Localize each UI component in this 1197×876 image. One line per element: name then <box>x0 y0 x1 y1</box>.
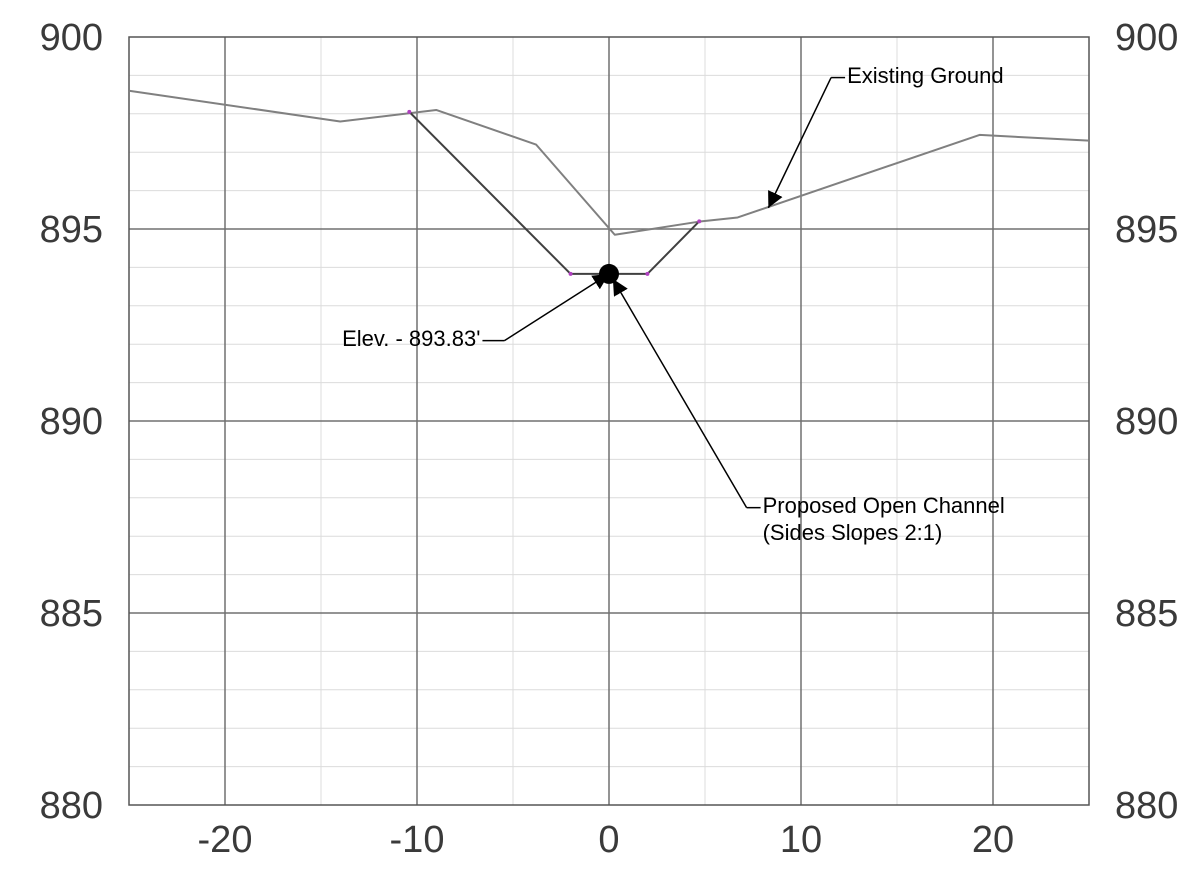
y-tick-label-right: 880 <box>1115 785 1178 827</box>
existing-ground-label: Existing Ground <box>847 63 1004 88</box>
y-tick-label-left: 895 <box>40 209 103 251</box>
y-tick-label-left: 885 <box>40 593 103 635</box>
annotations: Existing Ground Elev. - 893.83' Proposed O… <box>342 63 1005 545</box>
proposed-channel-vertex <box>697 219 702 224</box>
existing-ground-label-leader-arrow <box>767 77 832 209</box>
grid <box>128 36 1090 806</box>
y-tick-label-right: 890 <box>1115 401 1178 443</box>
existing-ground-line <box>128 89 1090 236</box>
proposed-channel-label: Proposed Open Channel (Sides Slopes 2:1) <box>763 493 1005 545</box>
plot-frame <box>128 36 1090 806</box>
tick-labels: -20 -10 0 10 20 880 880 885 885 890 890 895 895 900 90… <box>40 17 1179 861</box>
y-tick-label-left: 880 <box>40 785 103 827</box>
x-tick-label: 20 <box>972 819 1014 861</box>
y-tick-label-right: 885 <box>1115 593 1178 635</box>
existing-ground-label-line: Existing Ground <box>847 63 1004 88</box>
proposed-channel-label-line: (Sides Slopes 2:1) <box>763 520 943 545</box>
x-tick-label: 0 <box>598 819 619 861</box>
proposed-channel-label-line: Proposed Open Channel <box>763 493 1005 518</box>
y-tick-label-right: 895 <box>1115 209 1178 251</box>
proposed-channel-line <box>408 111 700 275</box>
x-tick-label: -10 <box>390 819 445 861</box>
proposed-channel-label-leader-arrow <box>612 278 748 509</box>
elevation-label-line: Elev. - 893.83' <box>342 326 480 351</box>
elevation-label: Elev. - 893.83' <box>342 326 480 351</box>
proposed-channel-vertex <box>645 271 650 276</box>
y-tick-label-right: 900 <box>1115 17 1178 59</box>
x-tick-label: -20 <box>198 819 253 861</box>
proposed-channel-vertex <box>407 109 412 114</box>
proposed-channel-vertex <box>568 271 573 276</box>
x-tick-label: 10 <box>780 819 822 861</box>
y-tick-label-left: 890 <box>40 401 103 443</box>
y-tick-label-left: 900 <box>40 17 103 59</box>
elevation-label-leader-arrow <box>504 273 610 342</box>
